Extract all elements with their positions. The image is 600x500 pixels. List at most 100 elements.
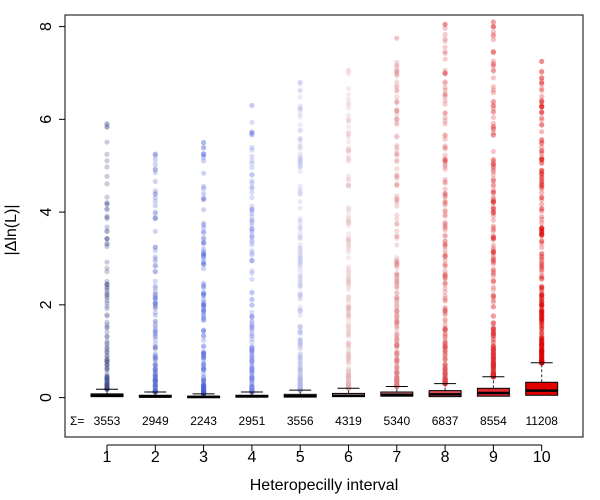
outlier-point [152, 354, 158, 360]
outlier-point [345, 276, 352, 282]
outlier-point [539, 103, 545, 110]
outlier-point [249, 353, 255, 359]
outlier-point [152, 383, 158, 390]
outlier-point [297, 233, 303, 239]
outlier-point [249, 289, 255, 295]
outlier-point [394, 323, 400, 330]
outlier-point [104, 381, 110, 387]
outlier-point [297, 382, 303, 388]
outlier-point [297, 341, 303, 347]
outlier-point [394, 242, 400, 248]
outlier-point [104, 376, 110, 382]
outlier-point [539, 303, 545, 309]
outlier-point [345, 242, 352, 248]
outlier-point [104, 324, 110, 330]
outlier-point [345, 102, 352, 108]
outlier-point [539, 168, 545, 174]
outlier-point [104, 300, 110, 306]
outlier-point [201, 222, 207, 228]
outlier-point [539, 346, 545, 352]
outlier-point [249, 333, 255, 339]
outlier-point [490, 108, 496, 114]
outlier-point [345, 313, 352, 319]
outlier-point [345, 306, 352, 312]
outlier-point [201, 371, 207, 377]
outlier-point [394, 308, 400, 314]
outlier-point [442, 369, 448, 375]
outlier-point [249, 165, 255, 171]
outlier-point [152, 331, 158, 337]
outlier-point [249, 369, 255, 375]
outlier-point [297, 282, 303, 289]
outlier-point [490, 330, 496, 336]
outlier-point [394, 94, 400, 100]
outlier-point [152, 365, 158, 371]
outlier-point [442, 224, 448, 230]
outlier-point [249, 373, 255, 379]
outlier-point [249, 385, 255, 391]
outlier-point [345, 371, 352, 377]
outlier-point [442, 377, 448, 384]
outlier-point [201, 229, 207, 235]
outlier-point [539, 307, 545, 313]
outlier-point [249, 349, 255, 355]
outlier-point [490, 370, 496, 376]
outlier-point [152, 244, 158, 250]
outlier-point [201, 170, 207, 176]
outlier-point [490, 272, 496, 278]
outlier-point [297, 366, 303, 372]
outlier-point [442, 258, 448, 264]
outlier-point [442, 91, 448, 97]
outlier-point [490, 354, 496, 360]
outlier-point [394, 84, 400, 90]
outlier-point [345, 218, 352, 224]
outlier-point [297, 254, 303, 260]
outlier-point [249, 178, 255, 184]
outlier-point [297, 136, 303, 142]
outlier-point [539, 329, 545, 335]
outlier-point [442, 208, 448, 214]
outlier-point [345, 382, 352, 388]
outlier-point [394, 352, 400, 358]
outlier-point [394, 356, 400, 362]
count-label: 3556 [287, 414, 314, 428]
outlier-point [442, 276, 448, 282]
outlier-point [152, 289, 158, 295]
outlier-point [442, 377, 448, 383]
outlier-point [490, 87, 496, 93]
outlier-point [345, 183, 352, 189]
outlier-point [394, 261, 400, 267]
outlier-point [539, 314, 545, 320]
outlier-point [201, 377, 207, 383]
outlier-point [490, 48, 496, 54]
outlier-point [104, 334, 110, 340]
outlier-point [104, 216, 110, 222]
outlier-point [442, 274, 448, 281]
outlier-point [539, 144, 545, 150]
outlier-point [490, 320, 496, 326]
outlier-point [442, 44, 448, 50]
outlier-point [539, 358, 545, 364]
outlier-point [442, 271, 448, 277]
outlier-point [394, 144, 400, 150]
outlier-point [490, 312, 496, 319]
outlier-point [490, 89, 496, 96]
outlier-point [442, 372, 448, 378]
outlier-point [201, 158, 207, 164]
outlier-point [201, 349, 207, 355]
outlier-point [345, 182, 352, 188]
outlier-point [442, 133, 448, 139]
outlier-point [394, 111, 400, 117]
outlier-point [104, 306, 110, 312]
outlier-point [394, 339, 400, 345]
outlier-point [394, 73, 400, 79]
outlier-point [490, 354, 496, 360]
outlier-point [345, 264, 352, 270]
outlier-point [249, 384, 255, 390]
outlier-point [249, 343, 255, 349]
outlier-point [394, 82, 400, 89]
outlier-point [442, 364, 448, 370]
outlier-point [201, 253, 207, 259]
outlier-point [104, 319, 110, 325]
